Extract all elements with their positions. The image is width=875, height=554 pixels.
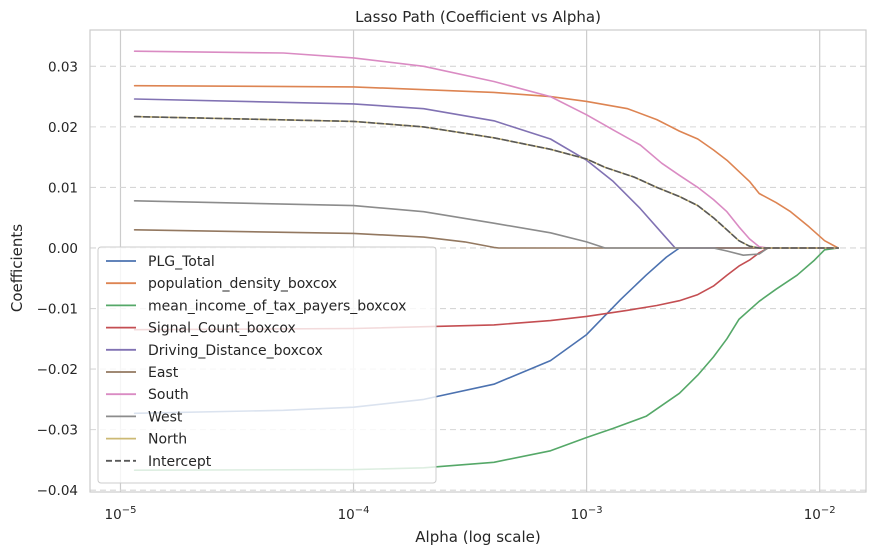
x-tick-base: 10: [571, 507, 588, 523]
legend-label: population_density_boxcox: [148, 276, 337, 292]
x-tick-base: 10: [804, 507, 821, 523]
y-tick-label: 0.02: [48, 120, 78, 136]
legend-box: [97, 246, 437, 484]
series-line-intercept: [133, 115, 839, 249]
x-axis-title: Alpha (log scale): [415, 528, 540, 546]
x-tick-label: 10−3: [571, 505, 603, 523]
x-tick-exponent: −2: [821, 505, 836, 516]
legend-label: PLG_Total: [148, 254, 215, 270]
x-tick-exponent: −5: [122, 505, 137, 516]
x-tick-label: 10−2: [804, 505, 836, 523]
series-line-driving-distance-boxcox: [133, 98, 839, 249]
x-tick-exponent: −3: [588, 505, 603, 516]
legend: PLG_Total population_density_boxcox mean_i…: [97, 246, 437, 484]
x-tick-base: 10: [105, 507, 122, 523]
tick-layer: 10−5 10−4 10−3 10−20.030.020.010.00−0.01−0.…: [37, 59, 836, 523]
legend-label: Driving_Distance_boxcox: [148, 343, 323, 359]
series-line-east: [133, 229, 839, 249]
series-line-population-density-boxcox: [133, 84, 839, 249]
series-line-west: [133, 200, 839, 256]
y-tick-label: −0.03: [37, 423, 78, 439]
series-line-signal-count-boxcox: [133, 247, 839, 331]
y-tick-label: 0.00: [48, 241, 78, 257]
series-line-mean-income-of-tax-payers-boxcox: [133, 247, 839, 471]
legend-label: West: [148, 409, 183, 425]
x-tick-base: 10: [338, 507, 355, 523]
plot-frame: [89, 29, 867, 493]
y-tick-label: −0.01: [37, 302, 78, 318]
y-tick-label: −0.02: [37, 362, 78, 378]
y-tick-label: 0.03: [48, 59, 78, 75]
legend-label: Signal_Count_boxcox: [148, 321, 296, 337]
y-tick-label: −0.04: [37, 483, 78, 499]
series-layer: [133, 50, 839, 471]
series-line-south: [133, 50, 839, 249]
chart-title: Lasso Path (Coefficient vs Alpha): [355, 8, 601, 26]
legend-label: North: [148, 432, 187, 448]
x-tick-exponent: −4: [355, 505, 370, 516]
legend-label: East: [148, 365, 179, 381]
x-tick-label: 10−4: [338, 505, 370, 523]
y-axis-title: Coefficients: [8, 224, 26, 312]
legend-label: mean_income_of_tax_payers_boxcox: [148, 298, 406, 314]
y-tick-label: 0.01: [48, 180, 78, 196]
legend-label: South: [148, 387, 189, 403]
x-tick-label: 10−5: [105, 505, 137, 523]
legend-label: Intercept: [148, 454, 212, 470]
legend-items: PLG_Total population_density_boxcox mean_i…: [106, 254, 406, 470]
